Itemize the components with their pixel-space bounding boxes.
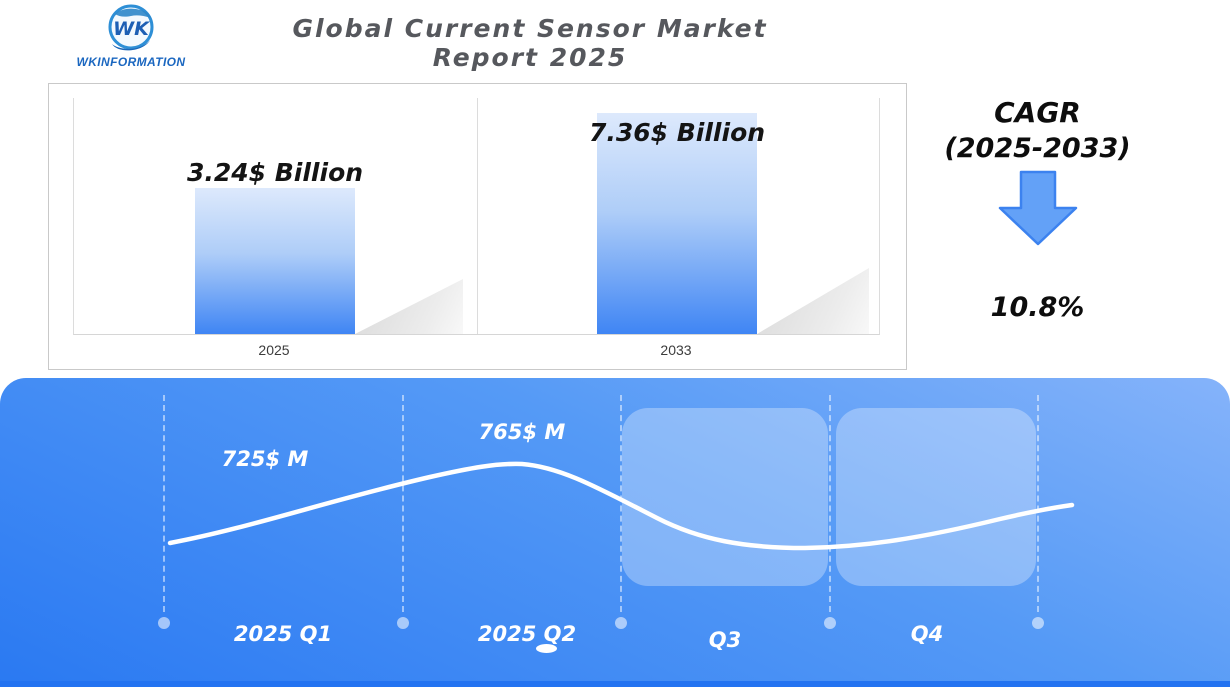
down-arrow-icon — [935, 170, 1140, 250]
cagr-callout: CAGR (2025-2033) — [935, 96, 1140, 250]
gridline-q3-right — [824, 395, 836, 629]
cagr-period: (2025-2033) — [944, 133, 1131, 164]
globe-logo-icon: WK — [108, 4, 154, 51]
gridline-q4 — [1032, 395, 1044, 629]
bar-value-label-2033: 7.36$ Billion — [588, 118, 766, 147]
cagr-title: CAGR — [994, 96, 1081, 129]
quarter-label-q3: Q3 — [708, 628, 742, 652]
axis-label-2033: 2033 — [660, 342, 692, 358]
grid-dot — [1032, 617, 1044, 629]
grid-dot — [615, 617, 627, 629]
bar-value-label-2025: 3.24$ Billion — [186, 158, 364, 187]
brand-wordmark: WKINFORMATION — [76, 55, 186, 69]
q3-highlight-card — [622, 408, 828, 586]
bar-plot-area: 3.24$ Billion 7.36$ Billion — [73, 98, 880, 335]
trend-value-q1: 725$ M — [221, 447, 309, 471]
trend-value-q2: 765$ M — [478, 420, 566, 444]
plot-divider-line — [477, 98, 478, 334]
bar-shadow-2025 — [355, 279, 463, 334]
q4-highlight-card — [836, 408, 1036, 586]
q2-marker-ellipse — [536, 644, 557, 653]
quarter-label-q1: 2025 Q1 — [233, 622, 333, 646]
bar-2033 — [597, 113, 757, 334]
bar-shadow-2033 — [757, 268, 869, 334]
grid-dot — [158, 617, 170, 629]
quarter-label-q4: Q4 — [910, 622, 944, 646]
gridline-q3-left — [615, 395, 627, 629]
page-title: Global Current Sensor Market Report 2025 — [292, 14, 768, 72]
quarter-label-q2: 2025 Q2 — [477, 622, 577, 646]
brand-logo: WK WKINFORMATION — [75, 2, 187, 74]
grid-dot — [824, 617, 836, 629]
bar-2025 — [195, 188, 355, 334]
grid-dot — [397, 617, 409, 629]
gridline-q2 — [397, 395, 409, 629]
market-size-chart: 3.24$ Billion 7.36$ Billion 2025 2033 — [48, 83, 907, 370]
footer-strip — [0, 681, 1230, 687]
cagr-value: 10.8% — [990, 292, 1085, 323]
svg-text:WK: WK — [113, 18, 150, 40]
axis-label-2025: 2025 — [258, 342, 290, 358]
gridline-q1 — [158, 395, 170, 629]
quarterly-trend-panel: 725$ M 765$ M 2025 Q1 2025 Q2 Q3 Q4 — [0, 378, 1230, 687]
trend-line — [167, 461, 1075, 551]
